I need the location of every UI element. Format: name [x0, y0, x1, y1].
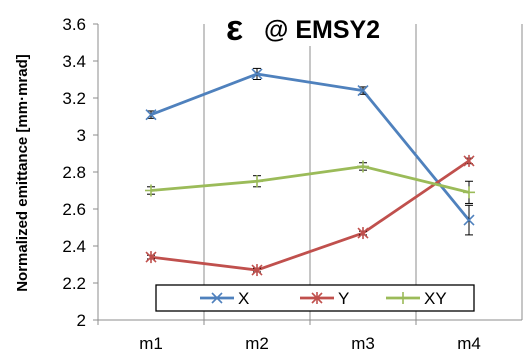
series-xy-point	[145, 184, 157, 197]
x-tick-label: m4	[457, 334, 481, 353]
series-xy-point	[357, 160, 369, 173]
series-x-point	[145, 109, 157, 121]
series-xy-point	[251, 175, 263, 188]
y-tick-label: 3	[77, 126, 86, 145]
legend-swatch-marker	[397, 292, 409, 304]
x-tick-label: m3	[351, 334, 375, 353]
x-tick-label: m1	[139, 334, 163, 353]
series-y-point	[357, 227, 369, 240]
series-xy	[145, 160, 475, 204]
legend-item-xy: XY	[386, 289, 447, 308]
y-tick-label: 3.4	[62, 52, 86, 71]
series-x-point	[251, 68, 263, 80]
series-x-point	[357, 85, 369, 97]
series-x-point	[463, 214, 475, 226]
axes	[93, 23, 522, 325]
legend-swatch-marker	[211, 292, 223, 304]
series	[145, 67, 475, 277]
legend-item-x: X	[200, 289, 249, 308]
series-y-line	[150, 159, 470, 272]
grid	[203, 24, 523, 320]
series-x	[145, 67, 475, 236]
series-y	[145, 154, 475, 277]
title-text: @ EMSY2	[264, 16, 380, 44]
y-tick-label: 2.2	[62, 274, 86, 293]
series-y-point	[463, 154, 475, 167]
y-tick-label: 3.6	[62, 15, 86, 34]
legend-item-y: Y	[300, 289, 349, 308]
y-tick-label: 2.4	[62, 237, 86, 256]
series-xy-point	[463, 186, 475, 199]
legend-label: X	[238, 289, 249, 308]
series-x-line	[150, 72, 471, 221]
legend-label: XY	[424, 289, 447, 308]
y-axis-label: Normalized emittance [mm·mrad]	[14, 54, 31, 292]
title-background	[222, 6, 410, 46]
title-symbol: ε	[226, 7, 243, 48]
y-tick-label: 2	[77, 311, 86, 330]
series-xy-line	[150, 165, 470, 194]
legend-label: Y	[338, 289, 349, 308]
x-tick-labels: m1 m2 m3 m4	[139, 334, 481, 353]
y-tick-label: 2.6	[62, 200, 86, 219]
series-y-point	[251, 264, 263, 277]
legend: X Y XY	[155, 284, 475, 312]
x-tick-label: m2	[245, 334, 269, 353]
chart-title: ε @ EMSY2	[222, 6, 410, 48]
series-y-point	[145, 251, 157, 264]
y-tick-label: 3.2	[62, 89, 86, 108]
legend-swatch-marker	[311, 292, 323, 304]
y-tick-labels: 2 2.2 2.4 2.6 2.8 3 3.2 3.4 3.6	[62, 15, 86, 330]
y-tick-label: 2.8	[62, 163, 86, 182]
